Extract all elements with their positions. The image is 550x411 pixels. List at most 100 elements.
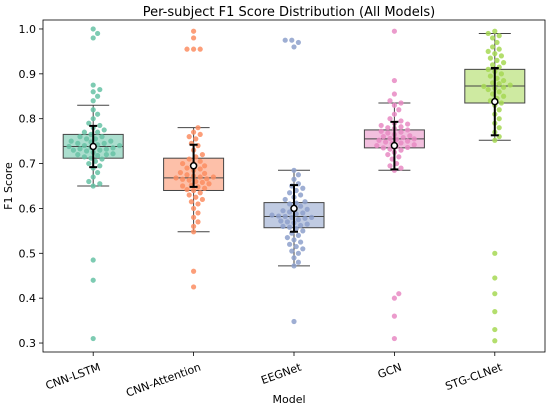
series-3-point (396, 291, 402, 297)
series-1-point (195, 184, 201, 190)
series-1-point (195, 201, 201, 207)
series-0-point (95, 93, 101, 99)
series-1-point (202, 185, 208, 191)
series-0-point (101, 140, 107, 146)
series-2-point (291, 255, 297, 261)
series-1-point (197, 174, 203, 180)
series-2-point (300, 210, 306, 216)
series-0-point (86, 178, 92, 185)
series-1-point (197, 131, 203, 138)
series-1-point (191, 223, 197, 229)
series-0-point (84, 136, 90, 142)
series-2-point (300, 246, 306, 252)
series-2-point (298, 222, 304, 229)
series-0-point (97, 181, 103, 187)
y-tick-label: 0.9 (19, 68, 37, 81)
series-2-point (302, 199, 308, 205)
series-3-point (391, 111, 397, 117)
series-4-point (496, 116, 502, 122)
series-3-point (398, 140, 404, 146)
series-1-point (180, 183, 186, 189)
series-1-point (191, 205, 197, 212)
series-0-point (90, 116, 96, 122)
y-axis-label: F1 Score (2, 162, 15, 210)
series-4-point (496, 46, 502, 52)
series-0-point (90, 89, 96, 95)
series-3-point (405, 121, 411, 127)
series-3-point (398, 147, 404, 153)
series-2-point (280, 208, 286, 214)
series-0-point (101, 127, 107, 133)
series-1-point (197, 46, 203, 52)
series-1-mean-marker (189, 162, 198, 170)
series-0-point (77, 134, 83, 140)
series-3-point (396, 154, 402, 160)
series-4-point (496, 81, 502, 87)
series-3-mean-marker (390, 141, 399, 150)
series-2-point (291, 167, 297, 173)
series-0-point (90, 277, 96, 283)
series-4-point (494, 57, 500, 63)
series-4-point (490, 35, 496, 41)
series-0-point (75, 151, 81, 158)
series-4-point (496, 89, 502, 95)
series-3-point (387, 98, 393, 104)
series-2-point (282, 213, 288, 220)
series-1-point (191, 229, 197, 235)
series-3-point (385, 151, 391, 158)
series-4-point (496, 107, 502, 113)
series-3-point (383, 139, 389, 145)
series-1-point (191, 46, 197, 52)
series-4-point (487, 55, 493, 61)
series-0-point (95, 111, 101, 117)
series-1-point (210, 174, 216, 180)
chart-title: Per-subject F1 Score Distribution (All M… (143, 5, 435, 20)
series-2-point (284, 234, 290, 241)
series-1-point (186, 156, 192, 162)
series-1-point (184, 186, 190, 193)
series-1-point (191, 129, 197, 135)
series-3-point (378, 128, 384, 134)
series-4-point (496, 33, 502, 39)
series-3-point (398, 100, 404, 106)
series-4-point (501, 93, 507, 99)
series-1-point (199, 151, 205, 158)
y-tick-label: 0.6 (19, 202, 37, 215)
series-2-point (295, 217, 301, 223)
series-4-point (485, 30, 491, 37)
series-3-point (405, 127, 411, 133)
series-4-point (498, 53, 504, 59)
y-tick-label: 1.0 (19, 23, 37, 36)
series-4-point (492, 28, 498, 34)
series-4-point (492, 137, 498, 143)
series-2-point (291, 44, 297, 50)
series-1-point (177, 169, 183, 176)
series-0-point (90, 107, 96, 113)
x-tick-label: CNN-Attention (124, 361, 202, 400)
series-3-point (398, 124, 404, 130)
series-1-point (184, 46, 190, 52)
series-0-point (86, 160, 92, 167)
series-2-point (298, 192, 304, 198)
series-1-point (173, 175, 179, 181)
series-1-point (186, 177, 192, 183)
series-0-point (95, 30, 101, 37)
series-3-point (391, 91, 397, 97)
y-tick-label: 0.4 (19, 292, 37, 305)
series-4-point (485, 48, 491, 55)
series-0-point (81, 129, 87, 135)
series-3-point (380, 145, 386, 151)
series-0-point (90, 183, 96, 189)
series-2-point (304, 206, 310, 212)
series-2-point (284, 219, 290, 225)
series-3-point (391, 295, 397, 301)
series-2-point (295, 250, 301, 256)
series-2-point (287, 241, 293, 247)
x-tick-label: GCN (376, 361, 403, 382)
series-1-point (197, 166, 203, 172)
series-0-point (95, 169, 101, 176)
series-3-point (400, 134, 406, 141)
y-tick-label: 0.7 (19, 158, 37, 171)
